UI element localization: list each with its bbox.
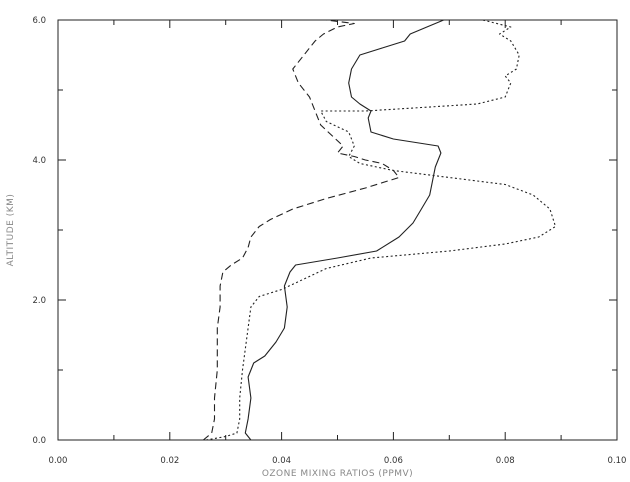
- plot-frame: [57, 19, 618, 441]
- y-tick-label: 2.0: [32, 296, 46, 306]
- y-axis-label: ALTITUDE (KM): [6, 194, 16, 267]
- x-tick-label: 0.02: [160, 456, 179, 466]
- x-tick-label: 0.10: [608, 456, 627, 466]
- y-tick-label: 6.0: [32, 16, 46, 26]
- tick-labels: 0.00 0.02 0.04 0.06 0.08 0.10 0.0 2.0 4.0 6.0: [32, 16, 626, 466]
- x-tick-label: 0.04: [272, 456, 291, 466]
- x-tick-label: 0.08: [496, 456, 515, 466]
- x-axis-label: OZONE MIXING RATIOS (PPMV): [262, 469, 413, 479]
- series-line-solid: [244, 19, 444, 441]
- series-line-dotted: [206, 19, 557, 441]
- data-series: [202, 19, 557, 441]
- axis-ticks: [57, 19, 618, 441]
- y-tick-label: 0.0: [32, 436, 46, 446]
- x-tick-label: 0.00: [49, 456, 68, 466]
- series-line-dashed: [202, 19, 400, 441]
- y-tick-label: 4.0: [32, 156, 46, 166]
- x-tick-label: 0.06: [384, 456, 403, 466]
